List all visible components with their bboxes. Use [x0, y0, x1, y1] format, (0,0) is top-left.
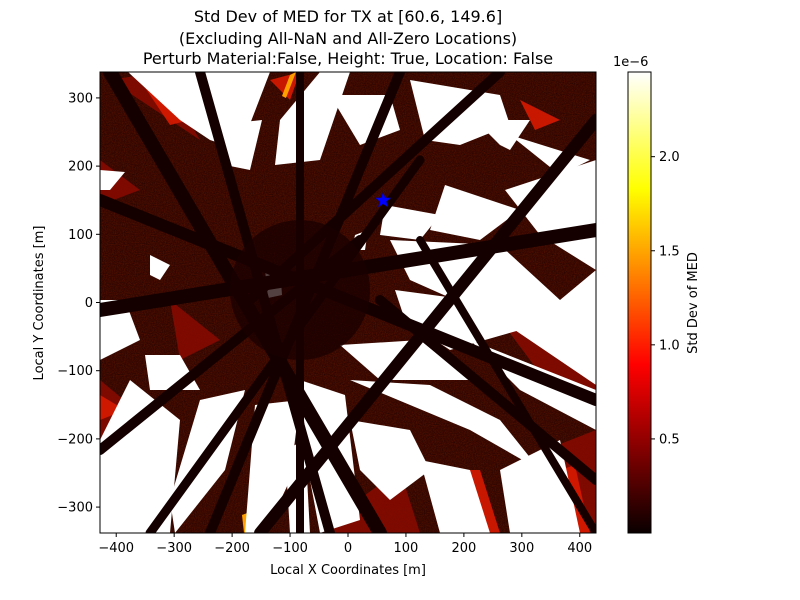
x-tick-label: 200	[451, 541, 476, 556]
colorbar: 0.5 1.0 1.5 2.0 1e−6 Std Dev of MED	[613, 55, 701, 534]
x-tick-label: −300	[156, 541, 192, 556]
title-line-1: Std Dev of MED for TX at [60.6, 149.6]	[194, 7, 502, 26]
title-line-2: (Excluding All-NaN and All-Zero Location…	[179, 29, 517, 48]
colorbar-tick-label: 2.0	[659, 150, 680, 165]
colorbar-offset-text: 1e−6	[613, 55, 648, 70]
chart-title: Std Dev of MED for TX at [60.6, 149.6] (…	[143, 7, 553, 68]
x-tick-label: 100	[394, 541, 419, 556]
x-tick-label: 0	[344, 541, 352, 556]
colorbar-gradient	[627, 71, 652, 534]
colorbar-label: Std Dev of MED	[686, 252, 701, 354]
colorbar-tick-label: 1.5	[659, 244, 680, 259]
x-axis-ticks: −400 −300 −200 −100 0 100 200 300 400	[98, 533, 592, 556]
x-tick-label: −200	[214, 541, 250, 556]
y-tick-label: −200	[57, 432, 93, 447]
y-tick-label: 200	[68, 160, 93, 175]
y-tick-label: −100	[57, 364, 93, 379]
x-tick-label: 300	[509, 541, 534, 556]
colorbar-ticks: 0.5 1.0 1.5 2.0	[651, 150, 680, 447]
colorbar-tick-label: 0.5	[659, 432, 680, 447]
y-tick-label: 100	[68, 228, 93, 243]
y-axis-ticks: −300 −200 −100 0 100 200 300	[57, 91, 100, 516]
y-axis-label: Local Y Coordinates [m]	[32, 226, 47, 381]
colorbar-tick-label: 1.0	[659, 338, 680, 353]
x-tick-label: −400	[98, 541, 134, 556]
x-axis-label: Local X Coordinates [m]	[270, 563, 426, 578]
heatmap-plot	[100, 72, 596, 533]
y-tick-label: 300	[68, 91, 93, 106]
x-tick-label: −100	[272, 541, 308, 556]
y-tick-label: −300	[57, 501, 93, 516]
tx-star-marker	[374, 191, 392, 208]
y-tick-label: 0	[85, 296, 93, 311]
title-line-3: Perturb Material:False, Height: True, Lo…	[143, 49, 553, 68]
heatmap-central-dark-region	[230, 220, 370, 360]
x-tick-label: 400	[567, 541, 592, 556]
